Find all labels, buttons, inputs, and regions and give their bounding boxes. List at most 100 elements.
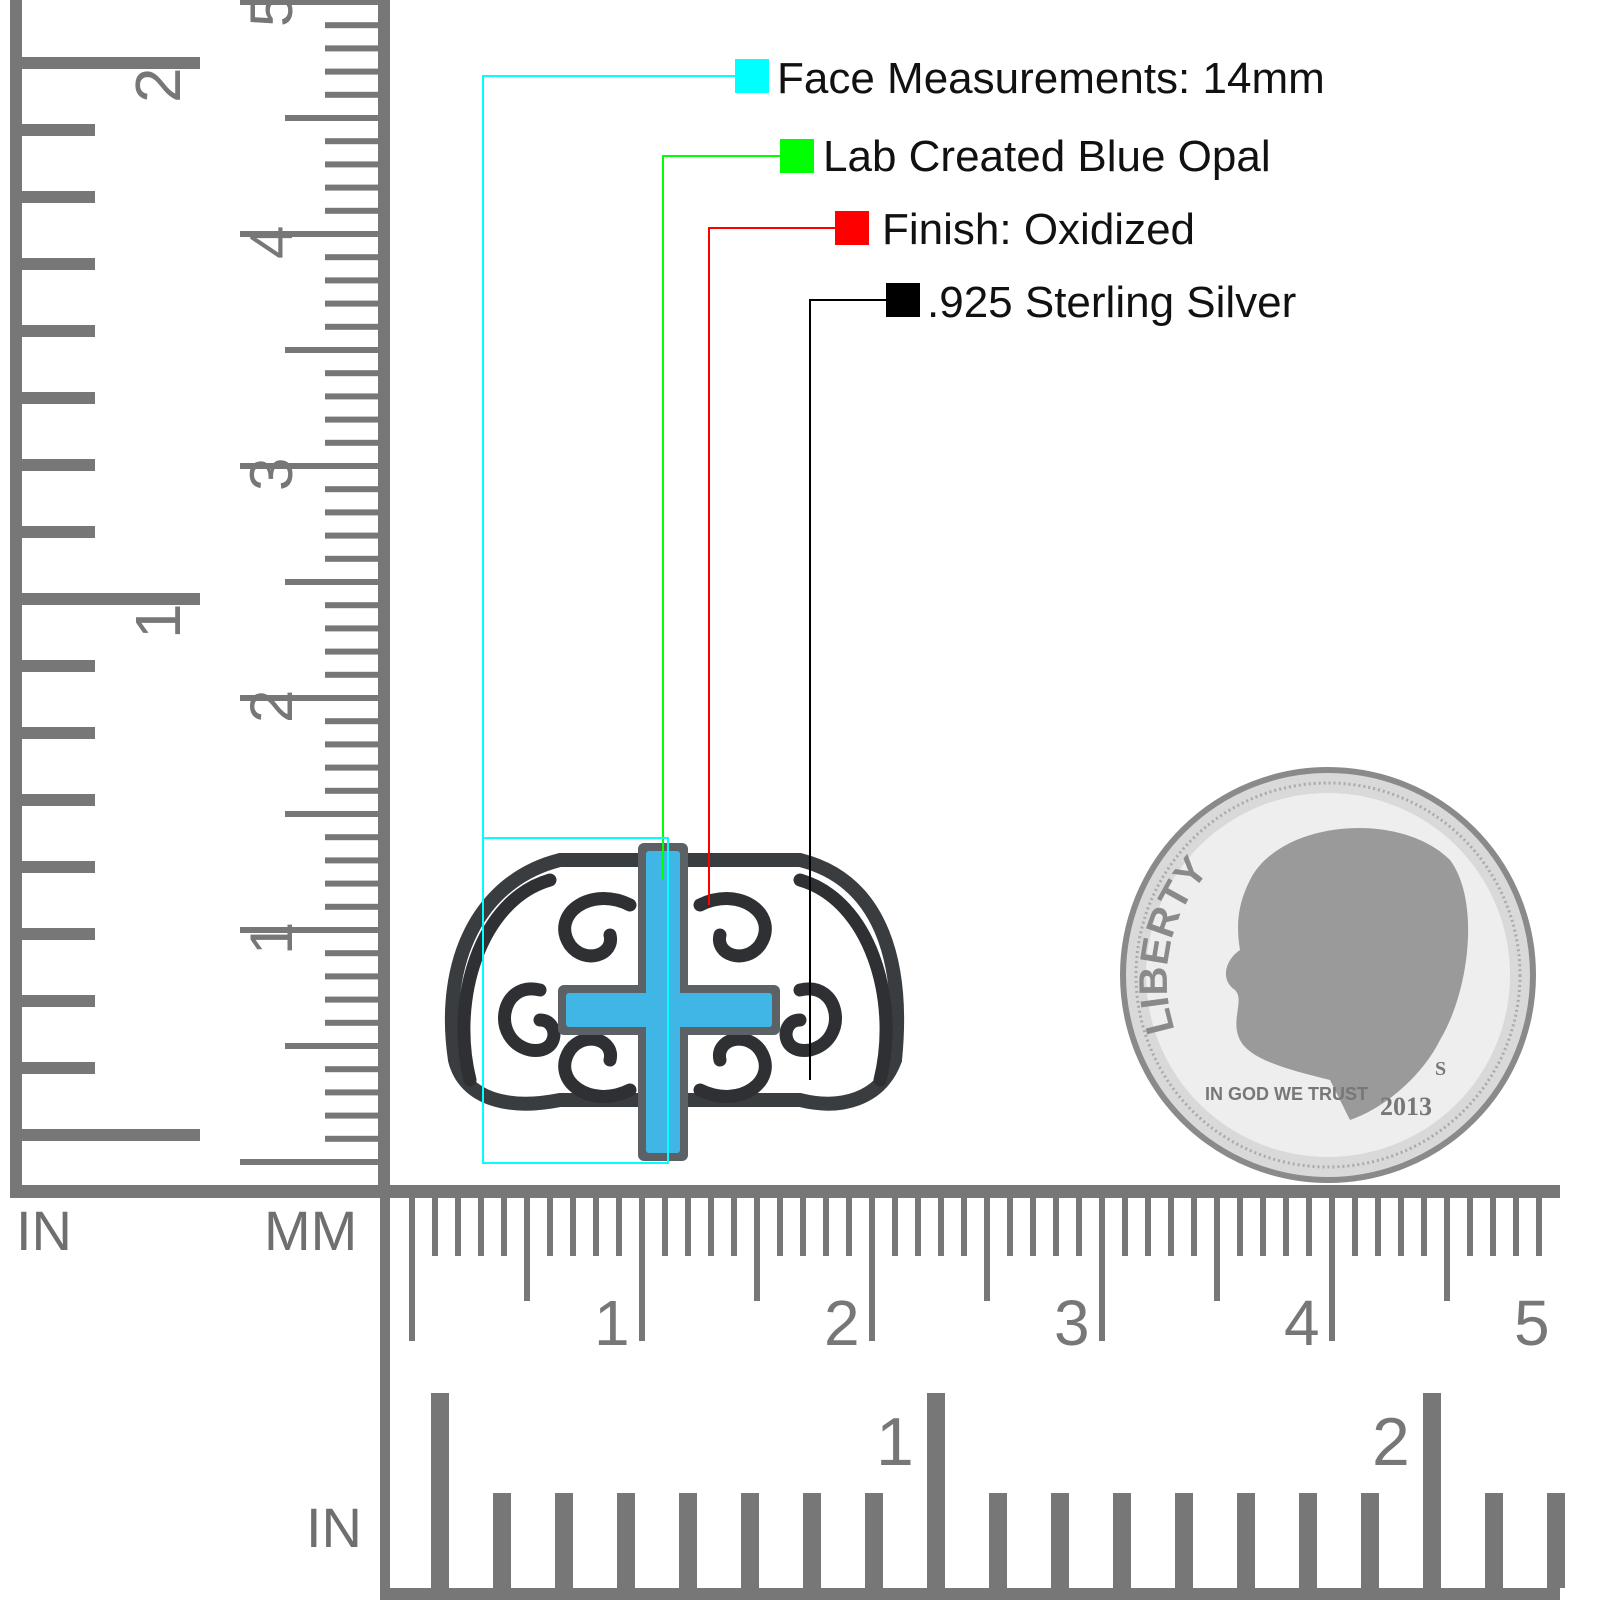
ruler-tick <box>20 1062 95 1074</box>
ruler-tick <box>325 834 380 841</box>
ruler-edge <box>380 1190 390 1600</box>
ruler-tick <box>285 579 380 585</box>
ruler-tick <box>455 1196 461 1256</box>
callout-line <box>708 227 835 905</box>
ruler-tick <box>325 1112 380 1119</box>
ruler-tick <box>20 258 95 270</box>
ruler-tick <box>1214 1196 1220 1301</box>
ruler-tick <box>285 1043 380 1049</box>
ruler-tick <box>1423 1393 1441 1588</box>
ruler-tick <box>325 1066 380 1073</box>
ruler-tick <box>20 794 95 806</box>
ruler-number: 2 <box>824 1287 860 1359</box>
ruler-number: 4 <box>1284 1287 1320 1359</box>
ruler-tick <box>325 439 380 446</box>
ruler-tick <box>892 1196 898 1256</box>
coin-year: 2013 <box>1380 1092 1432 1121</box>
ruler-tick <box>325 764 380 771</box>
ruler-tick <box>431 1393 449 1588</box>
ruler-tick <box>915 1196 921 1256</box>
ruler-tick <box>325 22 380 29</box>
ruler-tick <box>1030 1196 1036 1256</box>
ruler-tick <box>20 861 95 873</box>
ruler-tick <box>1076 1196 1082 1256</box>
ruler-tick <box>20 660 95 672</box>
ruler-tick <box>865 1493 883 1588</box>
callout-line <box>482 75 735 1163</box>
ruler-tick <box>1444 1196 1450 1301</box>
ruler-tick <box>325 277 380 284</box>
ruler-tick <box>1051 1493 1069 1588</box>
legend-finish: Finish: Oxidized <box>882 205 1196 254</box>
ruler-tick <box>325 509 380 516</box>
ruler-tick <box>325 671 380 678</box>
ruler-tick <box>325 718 380 725</box>
ruler-tick <box>325 393 380 400</box>
ruler-tick <box>285 347 380 353</box>
ruler-tick <box>325 486 380 493</box>
ruler-tick <box>325 880 380 887</box>
ruler-tick <box>325 300 380 307</box>
horizontal-inch-label: IN <box>306 1496 362 1559</box>
ruler-number: 2 <box>238 690 305 723</box>
ruler-tick <box>325 370 380 377</box>
ruler-number: 5 <box>238 0 305 27</box>
ruler-tick <box>524 1196 530 1301</box>
ruler-tick <box>708 1196 714 1256</box>
ruler-tick <box>325 648 380 655</box>
ruler-tick <box>20 1129 200 1141</box>
ruler-tick <box>325 857 380 864</box>
ruler-tick <box>240 0 380 5</box>
ruler-tick <box>754 1196 760 1301</box>
ruler-tick <box>662 1196 668 1256</box>
ruler-tick <box>325 996 380 1003</box>
ruler-tick <box>409 1196 415 1341</box>
ruler-number: 5 <box>1514 1287 1550 1359</box>
ruler-tick <box>1122 1196 1128 1256</box>
ruler-tick <box>240 927 380 933</box>
ruler-tick <box>1299 1493 1317 1588</box>
ruler-tick <box>285 115 380 121</box>
ruler-tick <box>285 811 380 817</box>
ruler-tick <box>325 950 380 957</box>
ruler-tick <box>846 1196 852 1256</box>
ruler-edge <box>10 0 22 1195</box>
vertical-inch-label: IN <box>16 1199 72 1262</box>
ruler-tick <box>20 325 95 337</box>
ruler-tick <box>1237 1196 1243 1256</box>
callout-line <box>662 155 780 880</box>
callout-line <box>809 299 886 1080</box>
ruler-tick <box>325 323 380 330</box>
dime-coin: LIBERTY IN GOD WE TRUST 2013 S <box>1120 767 1536 1183</box>
ruler-tick <box>1099 1196 1105 1341</box>
ruler-tick <box>1490 1196 1496 1256</box>
ruler-tick <box>927 1393 945 1588</box>
ruler-tick <box>325 1089 380 1096</box>
ruler-tick <box>325 138 380 145</box>
ruler-edge <box>10 1185 1560 1198</box>
ruler-tick <box>1361 1493 1379 1588</box>
ruler-tick <box>679 1493 697 1588</box>
ruler-tick <box>20 124 95 136</box>
ruler-tick <box>20 392 95 404</box>
ruler-tick <box>938 1196 944 1256</box>
ruler-tick <box>685 1196 691 1256</box>
ruler-tick <box>823 1196 829 1256</box>
ruler-tick <box>1536 1196 1542 1256</box>
legend-swatch <box>735 59 769 93</box>
face-measurement-box <box>482 837 669 1164</box>
ruler-tick <box>593 1196 599 1256</box>
ruler-number: 2 <box>1372 1404 1410 1480</box>
ruler-tick <box>1352 1196 1358 1256</box>
ruler-tick <box>20 57 200 69</box>
ruler-tick <box>1329 1196 1335 1341</box>
ruler-tick <box>639 1196 645 1341</box>
ruler-tick <box>325 1135 380 1142</box>
ruler-tick <box>20 928 95 940</box>
ruler-tick <box>20 727 95 739</box>
ruler-tick <box>1485 1493 1503 1588</box>
ruler-tick <box>325 602 380 609</box>
ring <box>444 843 905 1161</box>
